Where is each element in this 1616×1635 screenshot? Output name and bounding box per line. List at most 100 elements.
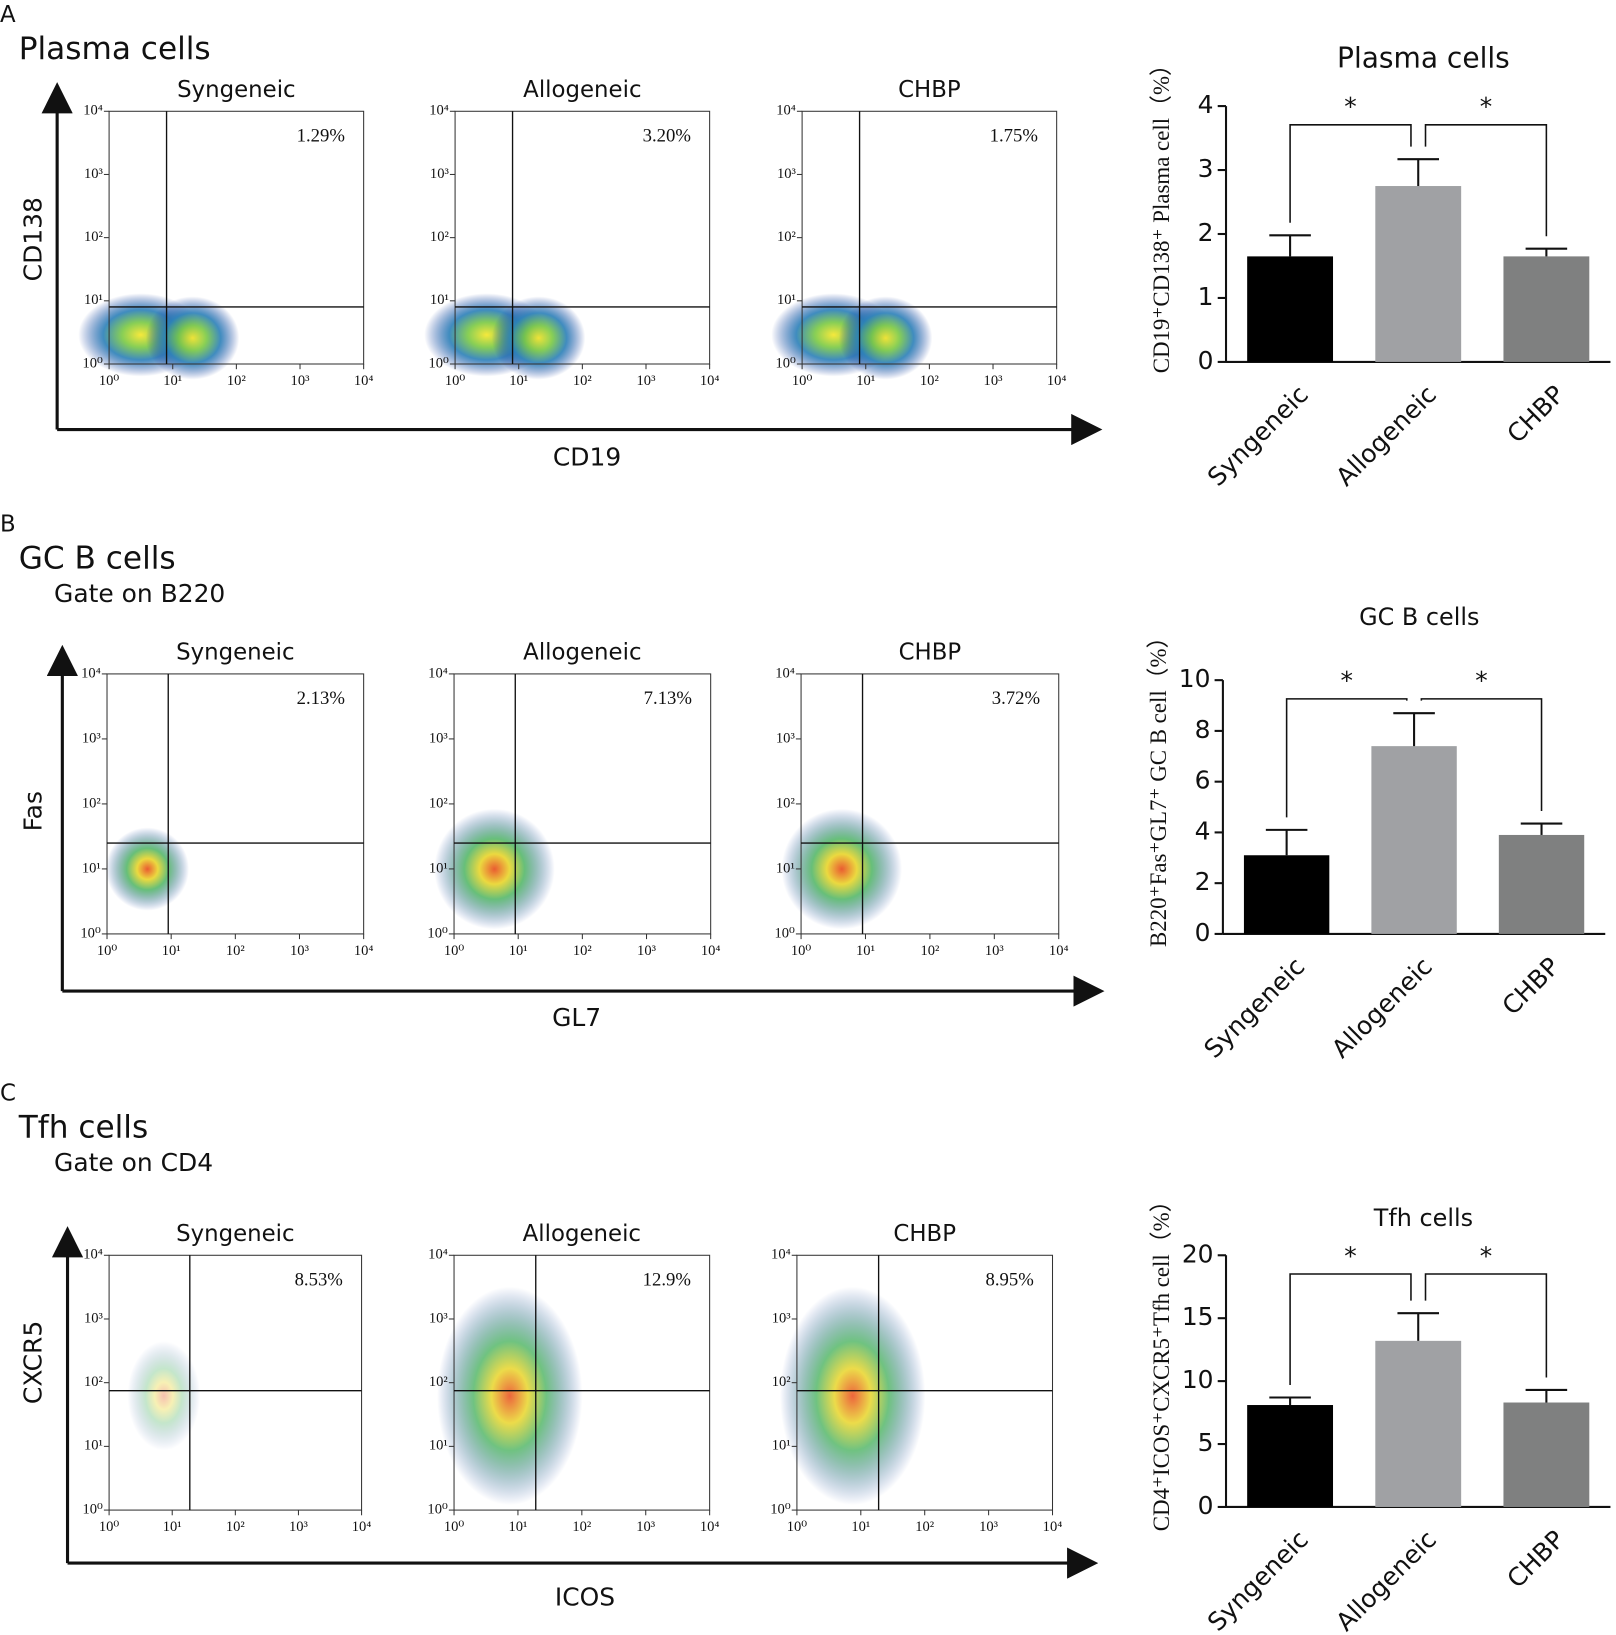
x-tick-label: 10¹ — [509, 373, 528, 389]
y-tick-label: 10⁰ — [770, 1501, 791, 1517]
plot-title: CHBP — [898, 77, 961, 103]
y-tick-label: 0 — [1198, 346, 1214, 375]
y-tick-label: 10⁴ — [771, 1247, 791, 1263]
y-tick-label: 10¹ — [429, 860, 448, 876]
x-tick-label: Allogeneic — [1330, 380, 1442, 492]
x-tick-label: 10³ — [290, 943, 310, 959]
y-tick-label: 5 — [1198, 1428, 1214, 1457]
x-tick-label: 10⁰ — [99, 373, 120, 389]
x-tick-label: 10⁴ — [354, 943, 374, 959]
x-tick-label: 10⁴ — [701, 943, 721, 959]
y-tick-label: 10⁴ — [81, 665, 101, 681]
y-tick-label: 6 — [1195, 766, 1211, 795]
significance-label: * — [1480, 1241, 1492, 1270]
y-tick-label: 10⁴ — [775, 665, 795, 681]
x-tick-label: 10¹ — [162, 943, 181, 959]
x-tick-label: 10⁴ — [352, 1519, 372, 1535]
y-tick-label: 10⁴ — [428, 1247, 448, 1263]
y-tick-label: 10⁰ — [775, 355, 796, 371]
plot-title: Allogeneic — [523, 77, 641, 103]
x-tick-label: Syngeneic — [1202, 380, 1314, 492]
x-tick-label: 10² — [573, 373, 593, 389]
y-tick-label: 10² — [777, 229, 797, 245]
y-tick-label: 10³ — [777, 166, 797, 182]
x-axis-label: GL7 — [552, 1003, 601, 1032]
y-tick-label: 10⁰ — [427, 925, 448, 941]
plot-title: CHBP — [899, 640, 962, 666]
y-tick-label: 10⁰ — [427, 1501, 448, 1517]
x-tick-label: 10¹ — [508, 1519, 527, 1535]
x-tick-label: 10⁰ — [791, 943, 812, 959]
x-tick-label: CHBP — [1496, 952, 1565, 1021]
y-tick-label: 10⁰ — [80, 925, 101, 941]
x-tick-label: 10² — [227, 373, 247, 389]
y-tick-label: 10¹ — [776, 860, 795, 876]
significance-label: * — [1344, 92, 1356, 121]
x-tick-label: CHBP — [1501, 380, 1570, 449]
bar — [1375, 1340, 1462, 1507]
x-tick-label: 10⁴ — [1049, 943, 1069, 959]
x-tick-label: 10¹ — [509, 943, 528, 959]
significance-label: * — [1475, 666, 1487, 695]
chart-title: Tfh cells — [1373, 1204, 1473, 1232]
x-tick-label: 10⁰ — [97, 943, 118, 959]
percent-label: 3.72% — [992, 688, 1040, 709]
x-tick-label: 10³ — [979, 1519, 999, 1535]
y-tick-label: 4 — [1198, 90, 1214, 119]
x-axis-label: ICOS — [555, 1582, 615, 1611]
y-tick-label: 0 — [1195, 918, 1211, 947]
x-tick-label: Syngeneic — [1198, 952, 1310, 1064]
x-tick-label: 10¹ — [856, 373, 875, 389]
bar — [1371, 746, 1457, 934]
plot-title: Syngeneic — [176, 1221, 295, 1247]
y-tick-label: 10⁰ — [82, 355, 103, 371]
density-cloud — [434, 808, 555, 930]
y-axis-label: CD138 — [18, 197, 47, 281]
y-tick-label: 10³ — [82, 730, 102, 746]
chart-y-label: B220⁺Fas⁺GL7⁺ GC B cell（%） — [1146, 626, 1171, 947]
significance-bracket — [1285, 698, 1408, 818]
y-tick-label: 10⁴ — [429, 103, 449, 119]
x-tick-label: 10² — [573, 943, 593, 959]
x-tick-label: 10³ — [289, 1519, 309, 1535]
x-tick-label: 10³ — [637, 943, 657, 959]
plot-title: Allogeneic — [523, 1221, 641, 1247]
y-tick-label: 10³ — [430, 166, 450, 182]
bar — [1503, 256, 1590, 362]
percent-label: 8.95% — [986, 1270, 1034, 1291]
y-tick-label: 10⁴ — [428, 665, 448, 681]
y-tick-label: 2 — [1195, 867, 1211, 896]
y-tick-label: 10⁰ — [82, 1501, 103, 1517]
y-tick-label: 10² — [776, 795, 796, 811]
x-tick-label: 10³ — [985, 943, 1005, 959]
density-cloud — [437, 1286, 583, 1506]
plot-title: Allogeneic — [523, 640, 641, 666]
significance-bracket — [1289, 124, 1412, 223]
bar — [1503, 1402, 1590, 1507]
x-tick-label: 10⁰ — [445, 373, 466, 389]
percent-label: 12.9% — [643, 1270, 691, 1291]
gate-text: Gate on B220 — [54, 579, 225, 608]
panel-label: C — [0, 1081, 16, 1107]
x-tick-label: 10⁰ — [99, 1519, 120, 1535]
bar — [1498, 834, 1585, 934]
chart-y-label: CD4⁺ICOS⁺CXCR5⁺Tfh cell（%） — [1149, 1189, 1174, 1531]
y-tick-label: 10³ — [772, 1310, 792, 1326]
plot-title: Syngeneic — [177, 77, 296, 103]
panel-title: GC B cells — [19, 541, 176, 577]
x-tick-label: Allogeneic — [1330, 1525, 1442, 1635]
density-cloud — [491, 296, 586, 380]
y-tick-label: 10¹ — [772, 1438, 791, 1454]
x-tick-label: 10⁴ — [700, 373, 720, 389]
x-axis-label: CD19 — [553, 443, 621, 472]
y-tick-label: 10⁴ — [83, 1247, 103, 1263]
panel-label: A — [0, 2, 16, 28]
y-tick-label: 10³ — [429, 1310, 449, 1326]
x-tick-label: 10² — [920, 373, 940, 389]
x-tick-label: 10⁴ — [1043, 1519, 1063, 1535]
percent-label: 7.13% — [644, 688, 692, 709]
x-tick-label: 10⁴ — [700, 1519, 720, 1535]
plot-title: CHBP — [893, 1221, 956, 1247]
x-tick-label: 10¹ — [163, 1519, 182, 1535]
